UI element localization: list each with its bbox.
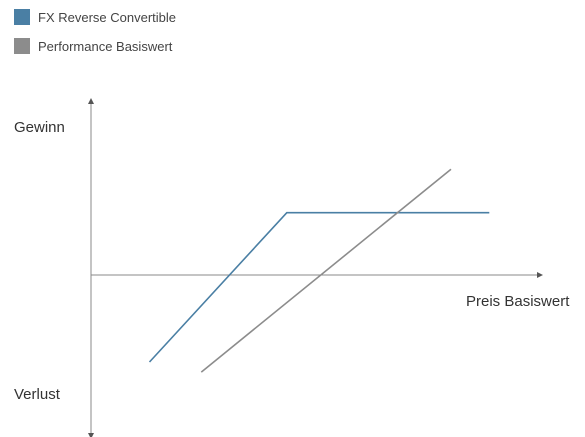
legend-item-performance-basiswert[interactable]: Performance Basiswert xyxy=(14,37,176,55)
y-axis-label-bottom: Verlust xyxy=(14,386,61,403)
series-line-performance-basiswert xyxy=(200,168,452,373)
legend-swatch-performance-basiswert xyxy=(14,38,30,54)
x-axis-label: Preis Basiswert xyxy=(466,293,570,310)
legend-label-performance-basiswert: Performance Basiswert xyxy=(38,38,173,54)
legend-swatch-fx-reverse-convertible xyxy=(14,9,30,25)
legend-label-fx-reverse-convertible: FX Reverse Convertible xyxy=(38,9,176,25)
series-line-fx-reverse-convertible xyxy=(148,211,490,363)
legend-item-fx-reverse-convertible[interactable]: FX Reverse Convertible xyxy=(14,8,176,26)
y-axis-label-top: Gewinn xyxy=(14,119,65,136)
legend: FX Reverse Convertible Performance Basis… xyxy=(14,8,176,66)
